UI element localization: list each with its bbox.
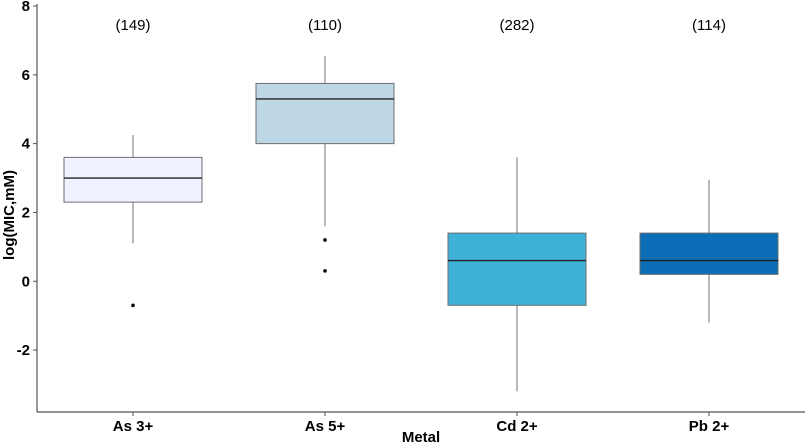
- count-label: (114): [692, 17, 726, 34]
- box-as-3: [63, 135, 203, 308]
- y-axis-title: log(MIC,mM): [1, 170, 18, 260]
- y-tick-label: 2: [22, 204, 30, 221]
- x-tick-label: Pb 2+: [689, 418, 730, 435]
- outlier-point: [131, 303, 135, 308]
- iqr-box: [63, 156, 203, 203]
- count-label: (149): [115, 17, 150, 34]
- box-as-5: [255, 55, 395, 273]
- outlier-point: [323, 238, 327, 242]
- y-tick-label: 8: [22, 0, 30, 15]
- iqr-box: [447, 232, 587, 306]
- count-label: (282): [499, 17, 534, 34]
- x-ticks: As 3+ As 5+ Cd 2+ Pb 2+: [113, 412, 730, 435]
- x-tick-label: As 5+: [305, 418, 346, 435]
- boxes: [63, 55, 779, 392]
- count-labels: (149) (110) (282) (114): [115, 17, 725, 34]
- x-tick-label: Cd 2+: [496, 418, 538, 435]
- x-tick-label: As 3+: [113, 418, 154, 435]
- count-label: (110): [308, 17, 342, 34]
- iqr-box: [639, 232, 779, 275]
- y-tick-label: 6: [22, 67, 30, 84]
- y-tick-label: -2: [17, 342, 30, 359]
- outlier-point: [323, 269, 327, 273]
- box-cd-2: [447, 157, 587, 392]
- y-tick-label: 4: [22, 136, 31, 153]
- y-ticks: -2 0 2 4 6 8: [17, 0, 37, 359]
- box-pb-2: [639, 179, 779, 323]
- x-axis-title: Metal: [402, 429, 440, 446]
- iqr-box: [255, 82, 395, 145]
- y-tick-label: 0: [22, 273, 30, 290]
- axes: [36, 4, 805, 413]
